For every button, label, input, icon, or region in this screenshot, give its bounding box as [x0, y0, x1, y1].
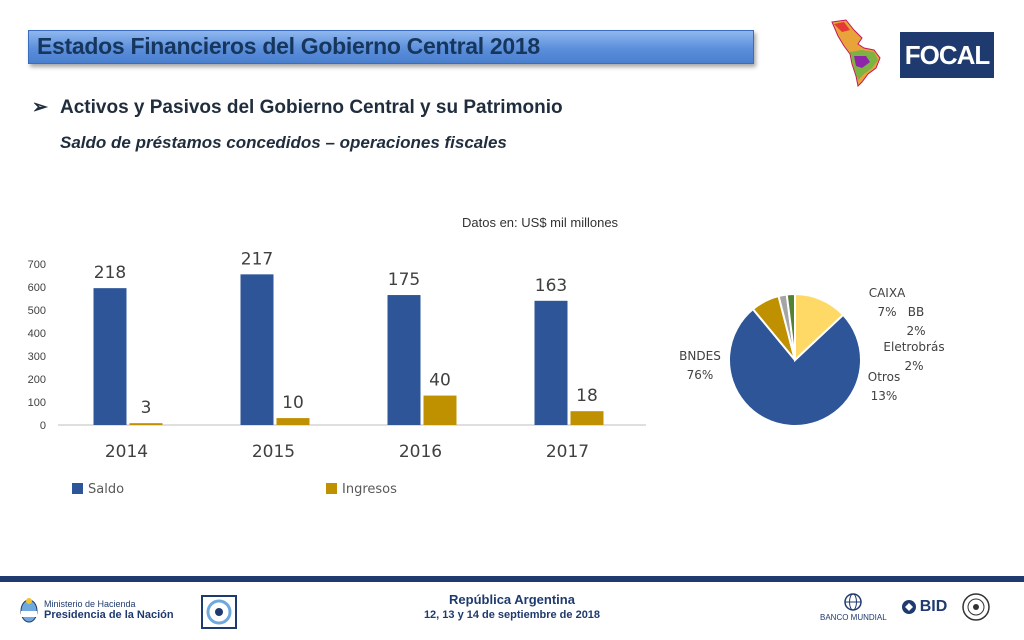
- pie-label: BNDES: [679, 349, 721, 363]
- ministry-line2: Presidencia de la Nación: [44, 608, 174, 621]
- latin-america-map-logo: [831, 19, 881, 88]
- pie-percent-label: 7%: [877, 305, 896, 319]
- x-tick-label: 2017: [546, 442, 589, 462]
- bid-mark-icon: [901, 600, 916, 614]
- pie-percent-label: 13%: [871, 389, 898, 403]
- pie-label: BB: [908, 305, 924, 319]
- pie-slice-bndes: [728, 307, 862, 427]
- pie-label: Eletrobrás: [883, 340, 944, 354]
- bar-ingresos: [129, 423, 163, 425]
- units-note: Datos en: US$ mil millones: [462, 215, 619, 230]
- y-tick-label: 700: [28, 259, 46, 271]
- bar-ingresos: [570, 411, 604, 425]
- ministry-line1: Ministerio de Hacienda: [44, 598, 136, 609]
- bar-saldo: [534, 300, 568, 425]
- pie-percent-label: 76%: [687, 368, 714, 382]
- x-tick-label: 2016: [399, 442, 442, 462]
- x-tick-label: 2014: [105, 442, 148, 462]
- data-label-saldo: 175: [388, 270, 420, 290]
- globe-icon: [844, 592, 863, 611]
- footer-dates: 12, 13 y 14 de septiembre de 2018: [423, 609, 601, 621]
- legend-label: Saldo: [88, 482, 124, 497]
- bid-logo: BID: [901, 598, 948, 616]
- y-tick-label: 300: [28, 351, 46, 363]
- y-tick-label: 600: [28, 282, 46, 294]
- imf-seal-icon: [962, 593, 990, 621]
- y-tick-label: 0: [40, 420, 46, 432]
- pie-percent-label: 2%: [906, 324, 925, 338]
- y-tick-label: 400: [28, 328, 46, 340]
- data-label-ingresos: 10: [282, 393, 304, 413]
- pie-label: CAIXA: [869, 286, 906, 300]
- ministry-logo: Ministerio de Hacienda Presidencia de la…: [20, 596, 174, 624]
- title-banner: Estados Financieros del Gobierno Central…: [28, 30, 754, 64]
- legend-swatch: [72, 483, 83, 494]
- chart-canvas: 0 100 200 300 400 500 600 700 218 3 2014 217 10 2015 1…: [28, 249, 945, 497]
- pie-label: Otros: [868, 370, 900, 384]
- data-label-saldo: 163: [535, 276, 567, 296]
- data-label-saldo: 218: [94, 263, 126, 283]
- data-label-ingresos: 3: [141, 398, 152, 418]
- legend-swatch: [326, 483, 337, 494]
- section-heading: ➢ Activos y Pasivos del Gobierno Central …: [32, 96, 563, 119]
- section-heading-text: Activos y Pasivos del Gobierno Central y…: [60, 97, 563, 118]
- bar-saldo: [240, 274, 274, 425]
- arrow-bullet-icon: ➢: [32, 97, 48, 118]
- data-label-ingresos: 40: [429, 371, 451, 391]
- footer-country: República Argentina: [449, 592, 575, 607]
- page-title: Estados Financieros del Gobierno Central…: [37, 33, 540, 59]
- y-tick-label: 100: [28, 397, 46, 409]
- world-bank-logo: BANCO MUNDIAL: [820, 592, 887, 622]
- partner-logos: BANCO MUNDIAL BID: [820, 592, 991, 622]
- section-subtitle: Saldo de préstamos concedidos – operacio…: [60, 133, 507, 152]
- bid-label: BID: [919, 598, 948, 615]
- pie-percent-label: 2%: [904, 359, 923, 373]
- bar-ingresos: [276, 418, 310, 425]
- world-bank-label: BANCO MUNDIAL: [820, 612, 887, 622]
- footer-bar: [0, 576, 1024, 582]
- pie-slice-otros: [794, 292, 845, 363]
- y-tick-label: 200: [28, 374, 46, 386]
- legend-label: Ingresos: [342, 482, 397, 497]
- x-tick-label: 2015: [252, 442, 295, 462]
- argentina-shield-icon: [20, 598, 38, 623]
- seal-icon: [201, 595, 237, 629]
- focal-logo: FOCAL: [900, 32, 994, 78]
- bar-ingresos: [423, 395, 457, 425]
- data-label-saldo: 217: [241, 249, 273, 269]
- y-tick-label: 500: [28, 305, 46, 317]
- bar-saldo: [93, 288, 127, 425]
- data-label-ingresos: 18: [576, 386, 598, 406]
- bar-saldo: [387, 295, 421, 425]
